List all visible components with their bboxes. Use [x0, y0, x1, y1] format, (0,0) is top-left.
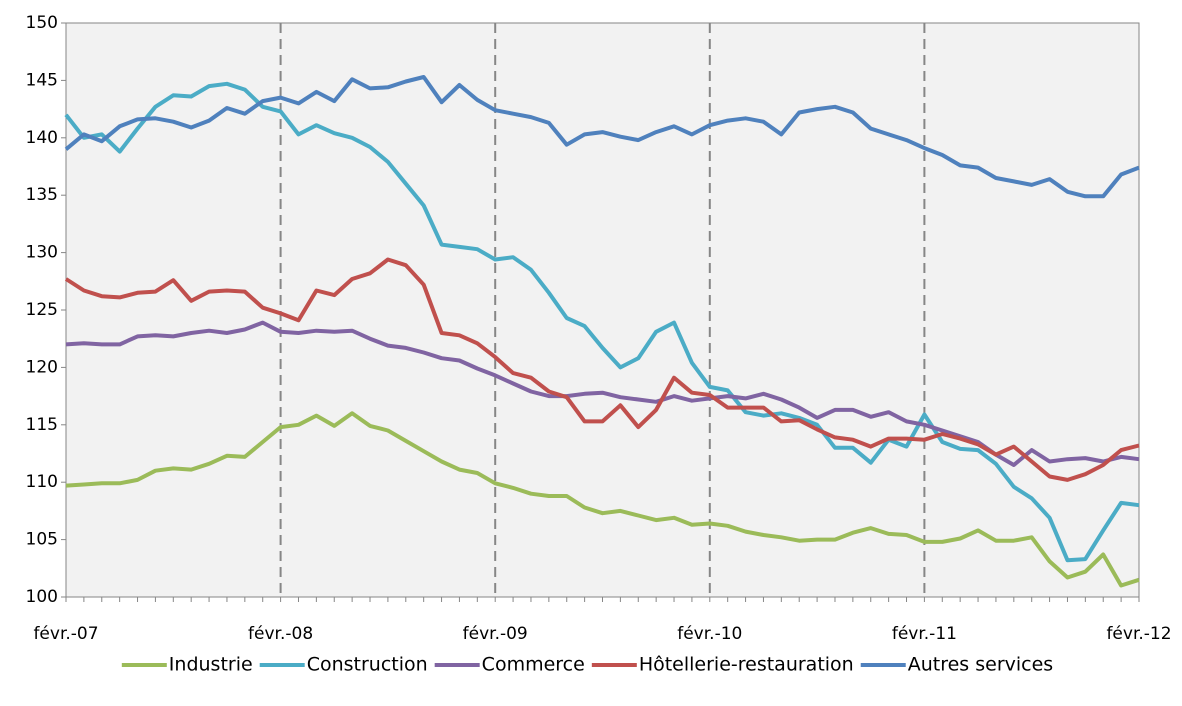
y-tick-label: 150 [26, 13, 58, 33]
series-line [65, 411, 1140, 588]
legend-label: Construction [307, 654, 428, 676]
legend-label: Autres services [908, 654, 1053, 676]
y-tick-label: 125 [26, 300, 58, 320]
x-tick-label: févr.-09 [463, 624, 528, 644]
x-tick-label: févr.-11 [892, 624, 957, 644]
series-line [64, 75, 1140, 199]
legend-label: Commerce [482, 654, 585, 676]
y-tick-label: 100 [26, 587, 58, 607]
x-tick-label: févr.-12 [1106, 624, 1171, 644]
y-tick-label: 130 [26, 243, 58, 263]
y-tick-label: 115 [26, 415, 58, 435]
y-tick-label: 120 [26, 357, 58, 377]
series-line [65, 320, 1140, 467]
series-line [64, 257, 1140, 482]
y-tick-label: 105 [26, 530, 58, 550]
x-tick-label: févr.-07 [33, 624, 98, 644]
y-tick-label: 140 [26, 128, 58, 148]
y-tick-label: 110 [26, 472, 58, 492]
y-tick-label: 135 [26, 185, 58, 205]
plot-area [65, 22, 1140, 598]
series-line [64, 81, 1140, 563]
legend-label: Hôtellerie-restauration [639, 654, 854, 676]
legend-label: Industrie [169, 654, 253, 676]
x-tick-label: févr.-08 [248, 624, 313, 644]
y-tick-label: 145 [26, 70, 58, 90]
x-tick-label: févr.-10 [677, 624, 742, 644]
